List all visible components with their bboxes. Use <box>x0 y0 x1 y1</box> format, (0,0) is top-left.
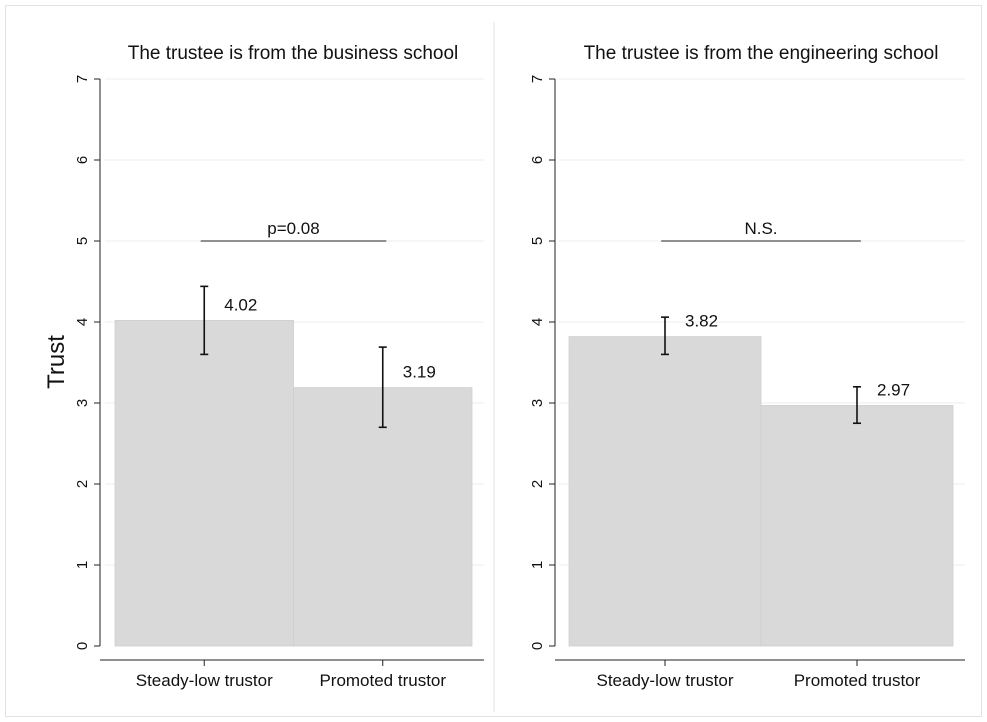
y-tick-label: 6 <box>529 156 546 164</box>
y-tick-label: 4 <box>74 318 91 326</box>
y-tick-label: 3 <box>74 399 91 407</box>
y-tick-label: 0 <box>529 642 546 650</box>
x-tick-label: Steady-low trustor <box>597 671 734 690</box>
bar <box>568 336 762 647</box>
y-tick-label: 2 <box>74 480 91 488</box>
data-label: 2.97 <box>877 380 910 399</box>
bar <box>760 405 954 647</box>
significance-label: p=0.08 <box>267 219 319 238</box>
y-tick-label: 5 <box>529 237 546 245</box>
chart-title: The trustee is from the business school <box>128 43 459 64</box>
bar <box>293 387 473 647</box>
y-tick-label: 7 <box>74 75 91 83</box>
data-label: 4.02 <box>224 295 257 314</box>
y-tick-label: 5 <box>74 237 91 245</box>
panel-business-school: The trustee is from the business school 0… <box>74 43 484 690</box>
chart-title: The trustee is from the engineering scho… <box>584 43 939 64</box>
y-tick-label: 1 <box>74 561 91 569</box>
data-label: 3.82 <box>685 312 718 331</box>
significance-label: N.S. <box>744 219 777 238</box>
y-tick-label: 3 <box>529 399 546 407</box>
panel-engineering-school: The trustee is from the engineering scho… <box>529 43 965 690</box>
y-tick-label: 7 <box>529 75 546 83</box>
y-tick-label: 1 <box>529 561 546 569</box>
bar <box>114 319 294 647</box>
x-tick-label: Steady-low trustor <box>136 671 273 690</box>
y-tick-label: 4 <box>529 318 546 326</box>
y-tick-label: 2 <box>529 480 546 488</box>
y-axis-label: Trust <box>43 335 70 389</box>
y-tick-label: 0 <box>74 642 91 650</box>
y-tick-label: 6 <box>74 156 91 164</box>
x-tick-label: Promoted trustor <box>794 671 921 690</box>
data-label: 3.19 <box>403 363 436 382</box>
x-tick-label: Promoted trustor <box>319 671 446 690</box>
